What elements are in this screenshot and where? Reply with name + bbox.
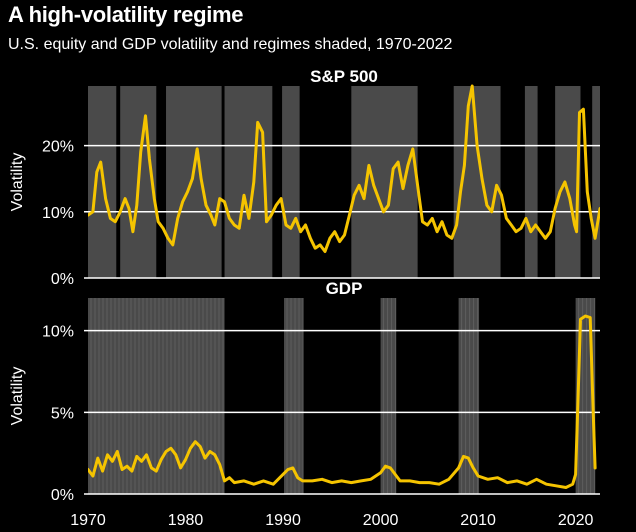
x-tick-label: 2000 bbox=[363, 512, 399, 529]
x-tick-label: 1990 bbox=[265, 512, 301, 529]
y-tick-label: 5% bbox=[51, 405, 74, 422]
chart-title: A high-volatility regime bbox=[8, 2, 244, 27]
y-tick-label: 10% bbox=[42, 205, 74, 222]
regime-shade-5 bbox=[351, 86, 418, 278]
x-tick-label: 2020 bbox=[558, 512, 594, 529]
regime-shade-2 bbox=[380, 298, 397, 494]
y-tick-label: 0% bbox=[51, 487, 74, 504]
panel-title: GDP bbox=[326, 279, 363, 298]
chart-subtitle: U.S. equity and GDP volatility and regim… bbox=[8, 36, 453, 53]
x-tick-label: 1980 bbox=[168, 512, 204, 529]
regime-shade-9 bbox=[592, 86, 600, 278]
regime-shade-8 bbox=[555, 86, 581, 278]
series-line bbox=[88, 314, 597, 489]
y-tick-label: 20% bbox=[42, 139, 74, 156]
sp500-panel: 0% 10% 20% Volatility S&P 500 bbox=[9, 67, 600, 288]
y-tick-label: 10% bbox=[42, 324, 74, 341]
x-tick-label: 2010 bbox=[460, 512, 496, 529]
regime-shade-0 bbox=[88, 298, 225, 494]
gdp-panel: 0% 5% 10% Volatility GDP 1970 1980 1990 2000 2010… bbox=[9, 279, 600, 529]
y-axis-label: Volatility bbox=[9, 367, 26, 426]
series-line bbox=[88, 84, 600, 253]
regime-shade-2 bbox=[166, 86, 222, 278]
panel-title: S&P 500 bbox=[310, 67, 378, 86]
y-tick-label: 0% bbox=[51, 271, 74, 288]
regime-shade-4 bbox=[282, 86, 300, 278]
y-axis-label: Volatility bbox=[9, 153, 26, 212]
regime-shade-7 bbox=[524, 86, 538, 278]
x-tick-label: 1970 bbox=[70, 512, 106, 529]
